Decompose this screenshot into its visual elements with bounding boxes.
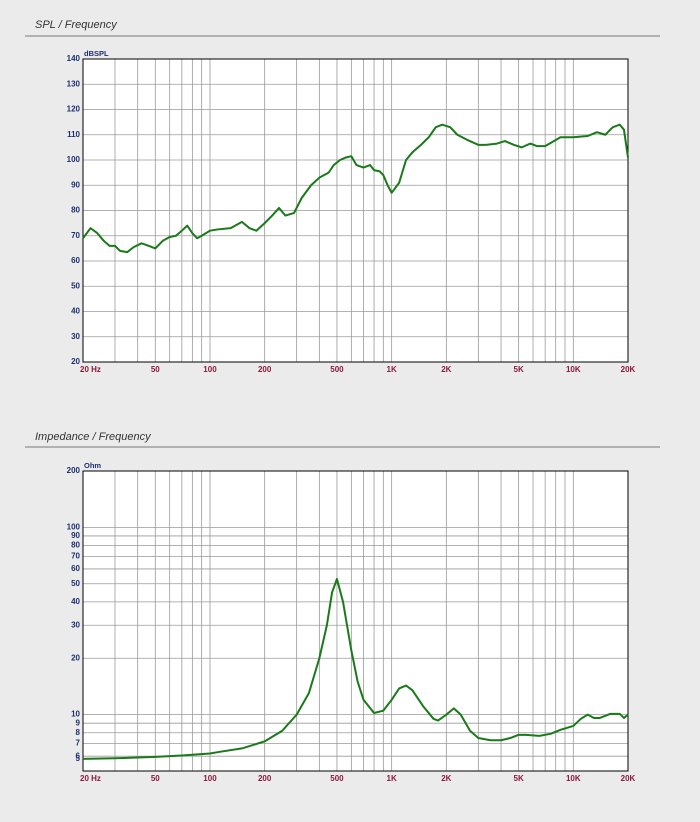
y-tick-label: 9 bbox=[76, 718, 81, 727]
y-axis-label: dBSPL bbox=[84, 49, 109, 58]
plot-frame bbox=[82, 470, 629, 772]
y-tick-label: 5 bbox=[76, 754, 81, 763]
x-tick-label: 2K bbox=[441, 365, 451, 374]
y-tick-label: 20 bbox=[71, 653, 80, 662]
y-tick-label: 200 bbox=[67, 466, 81, 475]
y-tick-label: 100 bbox=[67, 155, 81, 164]
x-tick-label: 10K bbox=[566, 774, 581, 783]
y-tick-label: 100 bbox=[67, 522, 81, 531]
y-tick-label: 30 bbox=[71, 332, 80, 341]
y-tick-label: 120 bbox=[67, 105, 81, 114]
y-tick-label: 70 bbox=[71, 551, 80, 560]
series-line bbox=[82, 123, 629, 254]
y-tick-label: 70 bbox=[71, 231, 80, 240]
x-tick-label: 5K bbox=[514, 774, 524, 783]
chart: SPL / Frequency 20 30 40 50 60 70 80 90 100 110 120… bbox=[25, 19, 660, 374]
x-tick-label: 100 bbox=[203, 774, 217, 783]
y-tick-label: 7 bbox=[76, 739, 81, 748]
y-tick-label: 30 bbox=[71, 620, 80, 629]
x-tick-label: 5K bbox=[514, 365, 524, 374]
x-tick-label: 10K bbox=[566, 365, 581, 374]
plot-frame bbox=[82, 58, 629, 363]
y-tick-label: 80 bbox=[71, 206, 80, 215]
y-tick-label: 10 bbox=[71, 710, 80, 719]
x-tick-label: 500 bbox=[330, 365, 344, 374]
y-tick-label: 140 bbox=[67, 54, 81, 63]
y-tick-label: 80 bbox=[71, 541, 80, 550]
chart-title: SPL / Frequency bbox=[35, 19, 118, 31]
x-tick-label: 20 Hz bbox=[80, 774, 101, 783]
y-tick-label: 6 bbox=[76, 751, 81, 760]
y-tick-label: 40 bbox=[71, 597, 80, 606]
x-tick-label: 200 bbox=[258, 774, 272, 783]
x-tick-label: 200 bbox=[258, 365, 272, 374]
x-tick-label: 20 Hz bbox=[80, 365, 101, 374]
x-tick-label: 50 bbox=[151, 365, 160, 374]
series-line bbox=[82, 578, 629, 760]
plot-area bbox=[83, 471, 628, 771]
y-tick-label: 90 bbox=[71, 531, 80, 540]
x-tick-label: 50 bbox=[151, 774, 160, 783]
x-tick-label: 2K bbox=[441, 774, 451, 783]
y-tick-label: 50 bbox=[71, 281, 80, 290]
y-tick-label: 90 bbox=[71, 180, 80, 189]
y-tick-label: 8 bbox=[76, 728, 81, 737]
chart-title: Impedance / Frequency bbox=[35, 431, 152, 443]
y-tick-label: 60 bbox=[71, 256, 80, 265]
y-tick-label: 110 bbox=[67, 130, 80, 139]
y-axis-label: Ohm bbox=[84, 461, 101, 470]
y-tick-label: 130 bbox=[67, 79, 81, 88]
x-tick-label: 20K bbox=[621, 774, 636, 783]
x-tick-label: 500 bbox=[330, 774, 344, 783]
x-tick-label: 1K bbox=[387, 774, 397, 783]
y-tick-label: 40 bbox=[71, 307, 80, 316]
x-tick-label: 100 bbox=[203, 365, 217, 374]
y-tick-label: 60 bbox=[71, 564, 80, 573]
x-tick-label: 1K bbox=[387, 365, 397, 374]
x-tick-label: 20K bbox=[621, 365, 636, 374]
y-tick-label: 50 bbox=[71, 579, 80, 588]
y-tick-label: 20 bbox=[71, 357, 80, 366]
